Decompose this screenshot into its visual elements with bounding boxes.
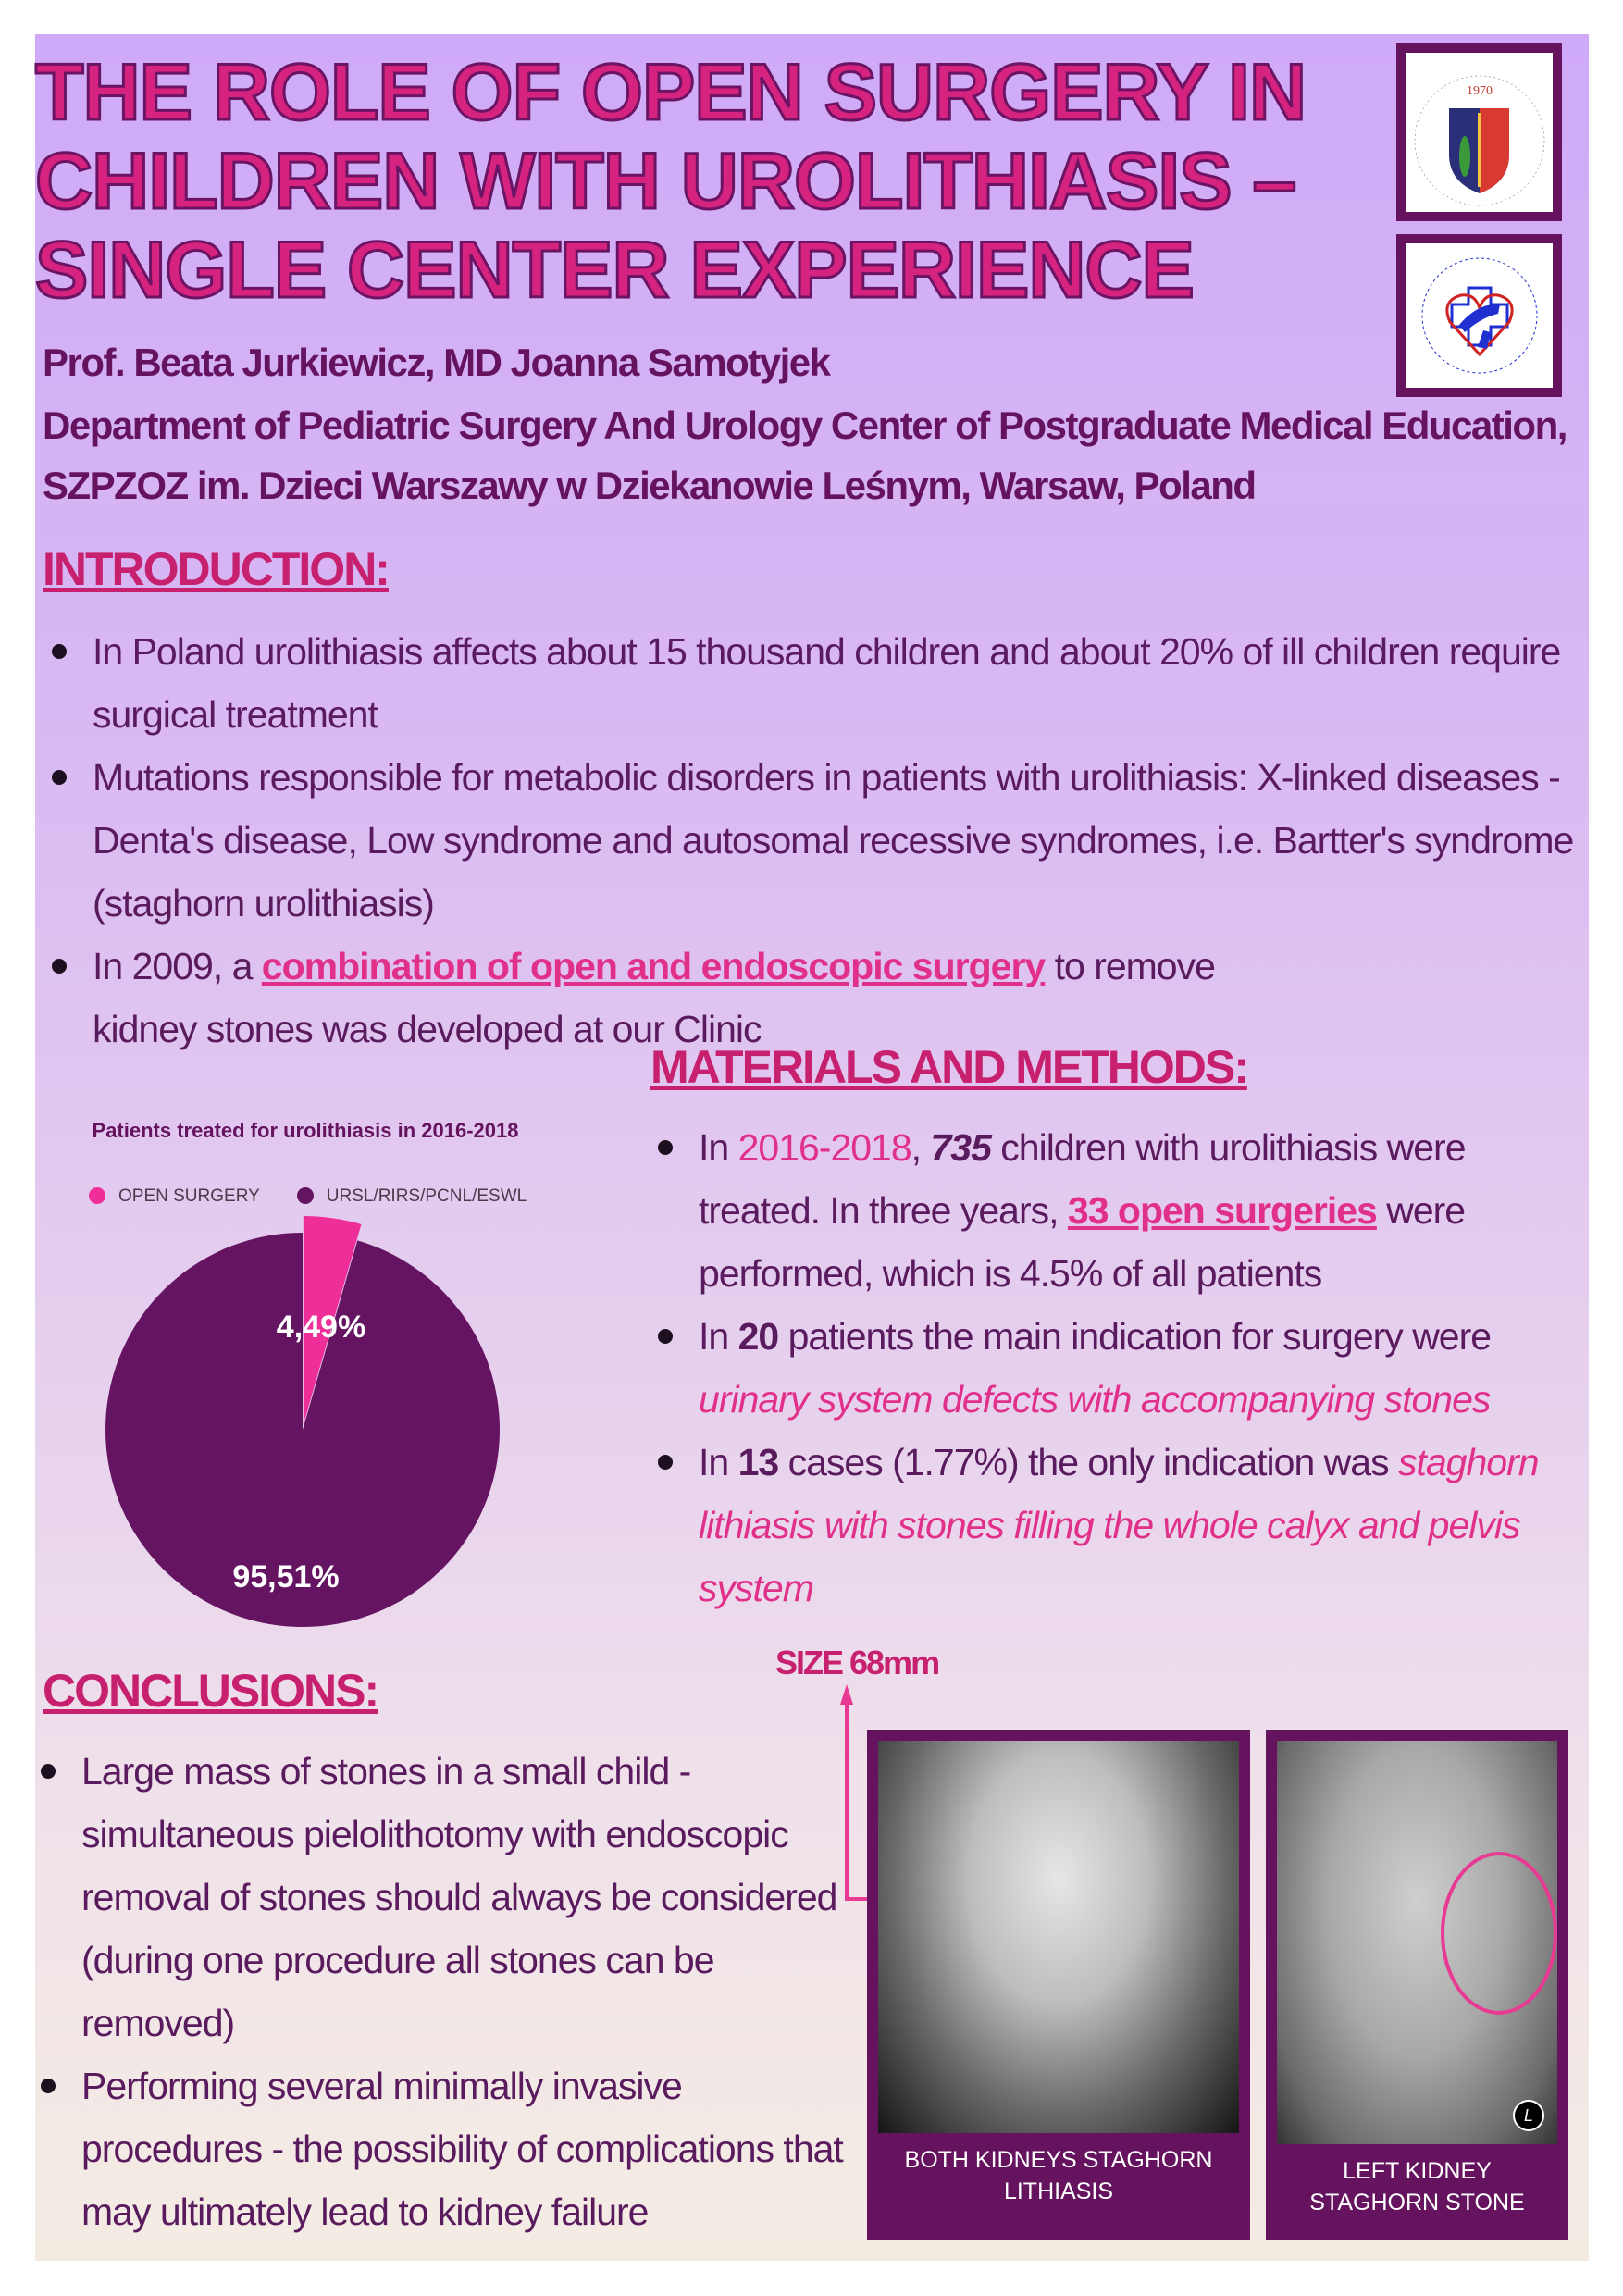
title-line: SINGLE CENTER EXPERIENCE <box>34 225 1196 316</box>
bullet-text: In <box>699 1315 738 1358</box>
poster-title: THE ROLE OF OPEN SURGERY IN CHILDREN WIT… <box>34 47 1349 316</box>
stone-highlight-circle <box>1441 1852 1557 2015</box>
bullet-text: patients the main indication for surgery… <box>778 1315 1492 1358</box>
introduction-heading: INTRODUCTION: <box>43 543 390 595</box>
list-item: In Poland urolithiasis affects about 15 … <box>46 620 1592 746</box>
list-item: In 2016-2018, 735 children with urolithi… <box>652 1116 1568 1305</box>
years-text: 2016-2018 <box>737 1126 912 1169</box>
chart-legend: OPEN SURGERY URSL/RIRS/PCNL/ESWL <box>89 1186 527 1207</box>
highlight-text: combination of open and endoscopic surge… <box>261 945 1046 987</box>
chart-title: Patients treated for urolithiasis in 201… <box>92 1119 519 1142</box>
italic-text: urinary system defects with accompanying… <box>699 1378 1491 1421</box>
photo-caption: BOTH KIDNEYS STAGHORN LITHIASIS <box>904 2147 1213 2204</box>
pie-slice <box>303 1216 362 1425</box>
cmkp-logo: 1970 <box>1396 43 1562 221</box>
bullet-text: In Poland urolithiasis affects about 15 … <box>93 630 1561 736</box>
methods-heading: MATERIALS AND METHODS: <box>650 1041 1249 1093</box>
legend-label: OPEN SURGERY <box>118 1186 260 1206</box>
bullet-text: Mutations responsible for metabolic diso… <box>93 756 1574 925</box>
list-item: In 2009, a combination of open and endos… <box>46 935 1221 1061</box>
photo-caption: LEFT KIDNEY STAGHORN STONE <box>1309 2158 1525 2215</box>
bullet-text: Large mass of stones in a small child - … <box>81 1750 837 2044</box>
legend-item: URSL/RIRS/PCNL/ESWL <box>296 1186 527 1207</box>
highlight-text: 33 open surgeries <box>1067 1189 1378 1232</box>
bullet-text: , <box>911 1126 931 1169</box>
italic-text: staghorn lithiasis with stones filling t… <box>699 1441 1540 1609</box>
xray-photo-both-kidneys: BOTH KIDNEYS STAGHORN LITHIASIS <box>867 1730 1250 2240</box>
bullet-text: In 2009, a <box>93 945 262 987</box>
list-item: Large mass of stones in a small child - … <box>35 1740 859 2054</box>
list-item: Performing several minimally invasive pr… <box>35 2054 859 2243</box>
bullet-text: to remove kidney stones was developed at… <box>93 945 1216 1050</box>
legend-swatch <box>296 1187 314 1204</box>
xray-photo-left-kidney: L LEFT KIDNEY STAGHORN STONE <box>1266 1730 1568 2240</box>
data-label: 95,51% <box>232 1559 339 1595</box>
side-marker: L <box>1513 2100 1544 2131</box>
legend-item: OPEN SURGERY <box>89 1186 260 1207</box>
authors: Prof. Beata Jurkiewicz, MD Joanna Samoty… <box>43 341 831 384</box>
list-item: In 13 cases (1.77%) the only indication … <box>652 1431 1568 1620</box>
affiliation-line: Department of Pediatric Surgery And Urol… <box>43 403 1567 447</box>
pie-slice <box>105 1233 500 1627</box>
xray-image <box>878 1741 1239 2133</box>
bullet-text: cases (1.77%) the only indication was <box>778 1441 1398 1483</box>
xray-image: L <box>1277 1741 1557 2144</box>
size-label: SIZE 68mm <box>775 1644 940 1682</box>
methods-list: In 2016-2018, 735 children with urolithi… <box>652 1116 1568 1620</box>
conclusions-list: Large mass of stones in a small child - … <box>35 1740 859 2243</box>
pie-chart: 4,49% 95,51% <box>105 1216 500 1627</box>
list-item: Mutations responsible for metabolic diso… <box>46 746 1592 935</box>
data-label: 4,49% <box>277 1309 365 1345</box>
title-line: CHILDREN WITH UROLITHIASIS – <box>34 136 1298 228</box>
bullet-text: children with urolithiasis were treated.… <box>699 1126 1467 1232</box>
logo-year: 1970 <box>1467 84 1493 98</box>
legend-swatch <box>89 1187 105 1204</box>
bullet-text: In <box>699 1126 738 1169</box>
bullet-text: Performing several minimally invasive pr… <box>81 2065 844 2233</box>
count-text: 735 <box>930 1126 991 1169</box>
count-text: 13 <box>737 1441 780 1483</box>
affiliation-line: SZPZOZ im. Dzieci Warszawy w Dziekanowie… <box>43 464 1257 507</box>
count-text: 20 <box>737 1315 780 1358</box>
bullet-text: In <box>699 1441 738 1483</box>
conclusions-heading: CONCLUSIONS: <box>43 1665 379 1717</box>
list-item: In 20 patients the main indication for s… <box>652 1305 1568 1431</box>
introduction-list: In Poland urolithiasis affects about 15 … <box>46 620 1592 1061</box>
title-line: THE ROLE OF OPEN SURGERY IN <box>34 47 1308 139</box>
bullet-text: were performed, which is 4.5% of all pat… <box>699 1189 1466 1295</box>
legend-label: URSL/RIRS/PCNL/ESWL <box>326 1186 527 1206</box>
szpzoz-logo <box>1396 234 1562 397</box>
